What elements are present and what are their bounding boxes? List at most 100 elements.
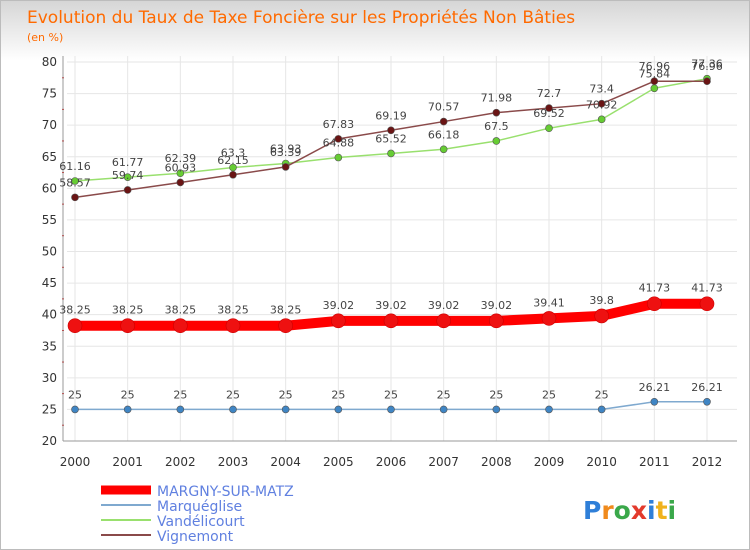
data-label: 39.02: [323, 299, 355, 312]
series-marqu-glise: [71, 397, 711, 414]
data-label: 25: [437, 388, 451, 401]
data-label: 38.25: [270, 304, 302, 317]
x-tick-label: 2000: [60, 455, 91, 469]
data-point: [334, 405, 343, 414]
chart-subtitle: (en %): [27, 31, 63, 44]
legend-label: Vignemont: [157, 529, 234, 545]
data-point: [67, 318, 83, 334]
data-label: 26.21: [639, 381, 671, 394]
data-point: [123, 173, 132, 181]
x-tick-label: 2010: [586, 455, 617, 469]
data-point: [229, 405, 237, 414]
y-tick-label: 25: [42, 402, 57, 416]
data-label: 41.73: [639, 282, 671, 295]
legend-item: Vignemont: [101, 529, 234, 545]
y-tick-label: 20: [42, 434, 57, 448]
data-label: 39.02: [428, 299, 460, 312]
data-point: [387, 149, 395, 158]
x-tick-label: 2011: [639, 455, 670, 469]
y-tick-label: 55: [42, 213, 57, 227]
data-point: [439, 405, 448, 414]
data-label: 25: [279, 388, 293, 401]
data-label: 39.02: [375, 299, 407, 312]
chart-title: Evolution du Taux de Taxe Foncière sur l…: [27, 8, 575, 28]
data-label: 25: [173, 388, 187, 401]
logo-text: Proxiti: [583, 496, 676, 525]
data-label: 39.8: [589, 294, 614, 307]
legend-item: Vandélicourt: [101, 514, 245, 530]
y-tick-label: 65: [42, 150, 57, 164]
data-label: 70.57: [428, 101, 460, 114]
data-label: 25: [68, 388, 82, 401]
grid: [67, 56, 737, 442]
x-tick-label: 2002: [165, 455, 196, 469]
data-label: 71.98: [481, 92, 513, 105]
data-label: 63.39: [270, 146, 302, 159]
data-label: 75.84: [639, 67, 671, 80]
data-point: [650, 397, 659, 406]
data-label: 60.93: [165, 161, 197, 174]
data-point: [439, 117, 448, 126]
x-tick-label: 2012: [692, 455, 723, 469]
data-label: 65.52: [375, 132, 407, 145]
data-label: 25: [489, 388, 503, 401]
data-labels: 25 25 25 25 25 25 25 25 25 25 25 26.21 26.21 61.16 61.…: [59, 58, 723, 402]
data-point: [489, 313, 504, 329]
data-label: 67.83: [323, 118, 355, 131]
data-point: [383, 313, 399, 329]
data-point: [439, 145, 448, 154]
data-point: [334, 135, 343, 143]
data-point: [545, 124, 553, 132]
x-tick-label: 2005: [323, 455, 354, 469]
data-point: [176, 169, 185, 178]
data-point: [334, 153, 343, 162]
data-point: [123, 186, 132, 194]
data-label: 38.25: [217, 304, 249, 317]
data-point: [387, 405, 395, 414]
x-tick-label: 2001: [112, 455, 143, 469]
y-tick-label: 30: [42, 371, 57, 385]
data-point: [597, 405, 606, 414]
data-label: 39.41: [533, 296, 565, 309]
data-point: [699, 296, 715, 312]
legend-item: Marquéglise: [101, 499, 242, 515]
data-label: 64.88: [323, 137, 355, 150]
data-point: [597, 99, 606, 108]
legend: MARGNY-SUR-MATZMarquégliseVandélicourtVi…: [101, 484, 294, 545]
data-point: [545, 104, 553, 112]
data-label: 38.25: [59, 304, 91, 317]
data-label: 70.92: [586, 98, 618, 111]
data-label: 76.96: [691, 60, 723, 73]
data-point: [331, 313, 346, 329]
data-point: [545, 405, 553, 414]
series-margny-sur-matz: [67, 296, 715, 334]
data-point: [541, 311, 557, 326]
data-point: [703, 77, 711, 86]
data-point: [492, 405, 501, 414]
data-label: 63.3: [221, 146, 246, 159]
x-tick-label: 2003: [218, 455, 249, 469]
data-point: [647, 296, 662, 312]
y-tick-label: 45: [42, 276, 57, 290]
data-point: [492, 137, 501, 145]
legend-label: Vandélicourt: [157, 514, 245, 530]
data-label: 25: [595, 388, 609, 401]
data-point: [278, 318, 293, 334]
data-label: 72.7: [537, 87, 562, 100]
data-point: [173, 318, 188, 334]
y-tick-label: 75: [42, 87, 57, 101]
data-label: 59.74: [112, 169, 144, 182]
y-tick-label: 50: [42, 245, 57, 259]
data-label: 38.25: [112, 304, 144, 317]
data-point: [281, 163, 290, 171]
data-label: 62.15: [217, 154, 249, 167]
x-tick-label: 2009: [534, 455, 565, 469]
legend-label: Marquéglise: [157, 499, 242, 515]
data-label: 25: [384, 388, 398, 401]
data-point: [387, 126, 395, 135]
data-label: 25: [121, 388, 135, 401]
proxiti-logo: Proxiti: [583, 496, 676, 525]
data-point: [594, 308, 609, 324]
